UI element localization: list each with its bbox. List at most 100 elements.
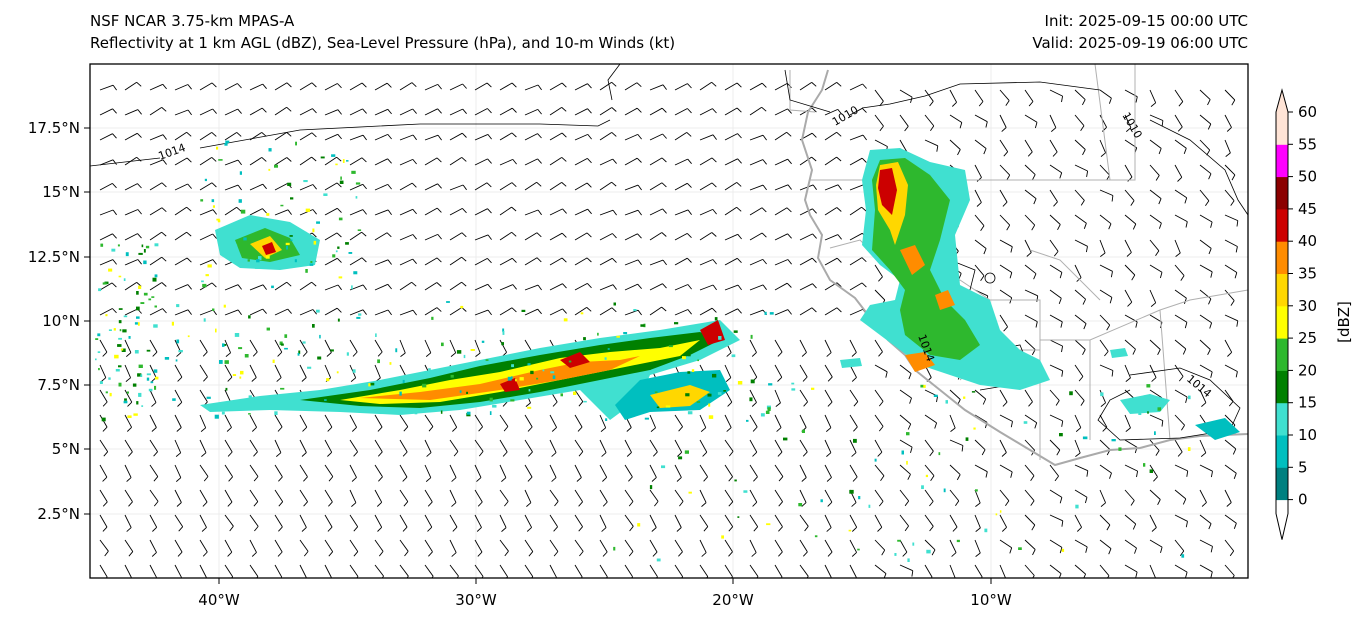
wind-barb <box>1024 114 1038 129</box>
echo <box>121 348 126 352</box>
wind-barb <box>1099 364 1114 377</box>
lat-tick-label: 12.5°N <box>28 248 80 266</box>
wind-barb <box>199 364 208 382</box>
wind-barb <box>524 539 534 557</box>
echo <box>294 259 297 263</box>
echo <box>766 523 771 526</box>
init-time: Init: 2025-09-15 00:00 UTC <box>1044 12 1248 30</box>
wind-barb <box>199 389 208 407</box>
wind-barb <box>774 282 792 291</box>
echo <box>646 368 651 370</box>
wind-barb <box>99 539 109 557</box>
wind-barb <box>1049 239 1059 257</box>
echo <box>519 377 524 381</box>
echo <box>297 353 300 356</box>
echo <box>351 170 356 174</box>
echo <box>999 510 1002 513</box>
echo <box>265 255 270 259</box>
echo <box>143 292 148 296</box>
wind-barb <box>1124 364 1131 382</box>
wind-barb <box>249 157 267 166</box>
wind-barb <box>324 414 333 432</box>
echo <box>536 377 539 380</box>
wind-barb <box>249 183 267 191</box>
echo <box>377 359 380 364</box>
wind-barb <box>799 489 807 507</box>
wind-barb <box>849 364 857 382</box>
wind-barb <box>549 414 557 432</box>
wind-barb <box>174 183 192 191</box>
echo <box>141 405 144 407</box>
echo <box>485 359 489 361</box>
wind-barb <box>474 234 492 241</box>
wind-barb <box>1174 264 1185 281</box>
wind-barb <box>599 257 617 266</box>
wind-barb <box>1074 489 1088 504</box>
wind-barb <box>1049 539 1063 554</box>
wind-barb <box>449 539 457 557</box>
wind-barb <box>224 564 234 578</box>
wind-barb <box>124 439 133 457</box>
wind-barb <box>724 133 742 141</box>
echo <box>897 539 901 542</box>
wind-barb <box>824 564 832 578</box>
wind-barb <box>1224 364 1238 378</box>
wind-barb <box>274 364 282 382</box>
echo <box>1138 411 1142 415</box>
wind-barb <box>774 539 783 557</box>
echo <box>542 369 545 372</box>
wind-barb <box>199 233 217 241</box>
wind-barb <box>224 309 242 316</box>
wind-barb <box>549 232 567 241</box>
wind-barb <box>574 133 592 141</box>
echo <box>984 528 988 533</box>
echo <box>456 350 462 354</box>
wind-barb <box>99 439 109 457</box>
wind-barb <box>224 159 242 166</box>
wind-barb <box>349 82 367 91</box>
wind-barb <box>624 209 642 216</box>
wind-barb <box>649 414 657 432</box>
echo <box>120 348 124 351</box>
wind-barb <box>324 257 342 266</box>
wind-barb <box>324 514 333 532</box>
wind-barb <box>449 514 458 532</box>
wind-barb <box>149 107 167 116</box>
echo <box>348 252 353 254</box>
wind-barb <box>499 284 517 291</box>
wind-barb <box>774 158 792 166</box>
echo <box>125 252 129 257</box>
wind-barb <box>674 132 692 141</box>
wind-barb <box>174 414 182 432</box>
wind-barb <box>999 189 1008 207</box>
echo <box>176 339 180 344</box>
echo <box>965 437 969 441</box>
echo <box>145 245 150 249</box>
wind-barb <box>774 131 792 141</box>
wind-barb <box>374 133 392 141</box>
lon-tick-label: 10°W <box>970 591 1012 609</box>
echo <box>764 311 767 315</box>
echo <box>95 358 97 361</box>
echo <box>973 427 976 430</box>
wind-barb <box>1224 314 1239 327</box>
wind-barb <box>599 464 608 482</box>
wind-barb <box>674 158 692 166</box>
echo <box>212 308 215 311</box>
echo <box>1143 463 1146 467</box>
echo <box>489 397 493 402</box>
echo <box>331 154 336 157</box>
echo <box>668 345 673 348</box>
echo <box>604 357 607 360</box>
wind-barb <box>999 564 1006 578</box>
wind-barb <box>1049 89 1064 103</box>
echo <box>1118 447 1122 451</box>
wind-barb <box>949 89 957 107</box>
wind-barb <box>1124 214 1137 230</box>
wind-barb <box>749 284 767 291</box>
wind-barb <box>1099 289 1113 304</box>
wind-barb <box>799 414 807 432</box>
echo <box>138 252 143 255</box>
wind-barb <box>1124 464 1139 478</box>
wind-barb <box>974 439 986 456</box>
